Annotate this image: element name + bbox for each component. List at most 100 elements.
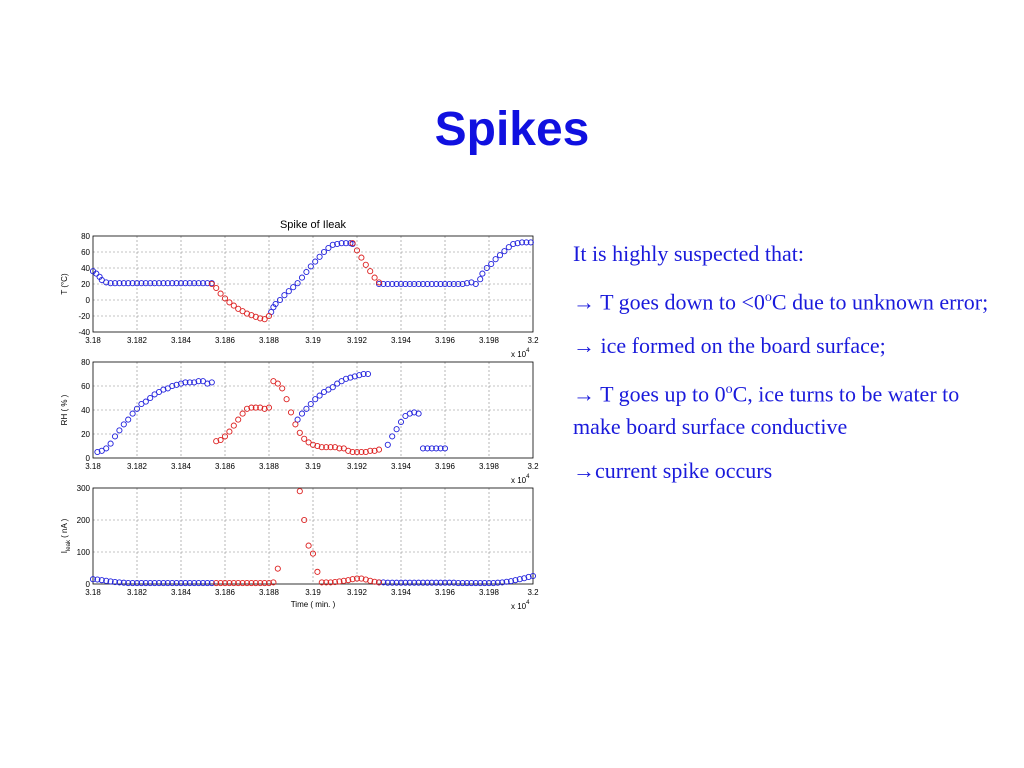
data-point — [217, 579, 224, 587]
note-item: It is highly suspected that: — [573, 238, 993, 270]
data-point — [169, 579, 176, 587]
data-point — [411, 579, 418, 586]
data-point — [94, 448, 101, 456]
data-point — [318, 444, 325, 451]
data-point — [261, 579, 268, 587]
x-tick-label: 3.196 — [435, 336, 456, 345]
x-tick-label: 3.198 — [479, 588, 500, 597]
data-point — [208, 280, 215, 288]
data-point — [371, 578, 378, 585]
data-point — [349, 576, 356, 583]
data-point — [213, 579, 220, 587]
x-tick-label: 3.194 — [391, 588, 412, 597]
data-point — [93, 270, 100, 277]
data-point — [433, 445, 440, 452]
data-point — [116, 280, 123, 287]
data-point — [217, 290, 224, 297]
note-text-continued: C, ice turns to be water to make board s… — [573, 381, 960, 439]
data-point — [213, 284, 220, 292]
x-exponent-power: 4 — [526, 348, 530, 354]
data-point — [523, 239, 530, 246]
data-point — [503, 578, 510, 585]
y-axis-label: Ileak ( nA ) — [60, 518, 72, 553]
data-point — [411, 409, 418, 416]
plot-frame — [92, 235, 534, 333]
note-item: → T goes up to 0oC, ice turns to be wate… — [573, 374, 993, 442]
data-point — [507, 578, 515, 585]
x-tick-label: 3.194 — [391, 462, 412, 471]
data-point — [186, 280, 193, 287]
y-tick-label: 80 — [81, 232, 90, 241]
data-point — [371, 447, 378, 454]
data-point — [356, 372, 363, 379]
data-point — [230, 422, 237, 429]
y-tick-label: 20 — [81, 280, 90, 289]
data-point — [298, 274, 306, 281]
data-point — [375, 280, 383, 288]
data-point — [230, 302, 237, 309]
data-point — [186, 579, 193, 587]
data-point — [320, 248, 328, 256]
data-point — [483, 264, 490, 272]
data-point — [248, 579, 255, 587]
data-point — [446, 579, 453, 586]
data-point — [331, 579, 339, 586]
data-point — [265, 404, 273, 411]
x-exponent-label: x 104 — [511, 348, 530, 359]
data-point — [371, 274, 378, 281]
data-point — [424, 280, 431, 288]
data-point — [257, 315, 264, 322]
data-point — [191, 280, 198, 287]
chart-title: Spike of Ileak — [280, 219, 347, 231]
chart-panel-3: 3.18 3.182 3.184 3.186 3.188 3.19 3.192 3.194 3.… — [60, 484, 539, 611]
data-point — [358, 575, 365, 582]
data-point — [98, 577, 105, 584]
data-point — [402, 579, 409, 586]
y-tick-label: 0 — [86, 580, 91, 589]
data-point — [129, 410, 136, 417]
data-point — [496, 252, 504, 259]
data-point — [186, 379, 193, 386]
data-point — [204, 380, 211, 387]
data-point — [450, 579, 457, 586]
data-point — [419, 280, 427, 288]
x-tick-label: 3.18 — [85, 588, 101, 597]
x-tick-label: 3.196 — [435, 588, 456, 597]
y-tick-label: 0 — [86, 454, 91, 463]
data-point — [173, 280, 180, 287]
data-point — [314, 442, 321, 450]
data-point — [125, 579, 132, 587]
data-point — [441, 280, 449, 288]
data-point — [393, 426, 400, 433]
x-exponent-power: 4 — [526, 600, 530, 606]
data-point — [177, 579, 185, 587]
data-point — [437, 280, 444, 288]
data-point — [490, 579, 497, 587]
data-point — [329, 241, 336, 248]
x-tick-label: 3.188 — [259, 588, 280, 597]
data-point — [120, 280, 127, 287]
data-point — [353, 247, 361, 254]
data-point — [287, 409, 295, 416]
data-point — [362, 261, 369, 268]
data-point — [226, 428, 233, 435]
data-point — [177, 380, 185, 387]
data-point — [367, 268, 374, 275]
data-point — [151, 280, 158, 287]
x-tick-label: 3.192 — [347, 462, 368, 471]
x-tick-label: 3.188 — [259, 462, 280, 471]
note-text: T goes down to <0 — [595, 289, 765, 315]
data-point — [393, 280, 400, 288]
data-point — [235, 579, 242, 587]
data-point — [298, 410, 306, 417]
data-point — [226, 579, 233, 587]
data-point — [125, 416, 132, 423]
x-tick-label: 3.182 — [127, 336, 148, 345]
x-tick-label: 3.19 — [305, 588, 321, 597]
data-point — [345, 577, 352, 584]
data-point — [415, 410, 422, 417]
data-point — [364, 370, 372, 378]
data-point — [307, 400, 314, 408]
x-tick-label: 3.188 — [259, 336, 280, 345]
